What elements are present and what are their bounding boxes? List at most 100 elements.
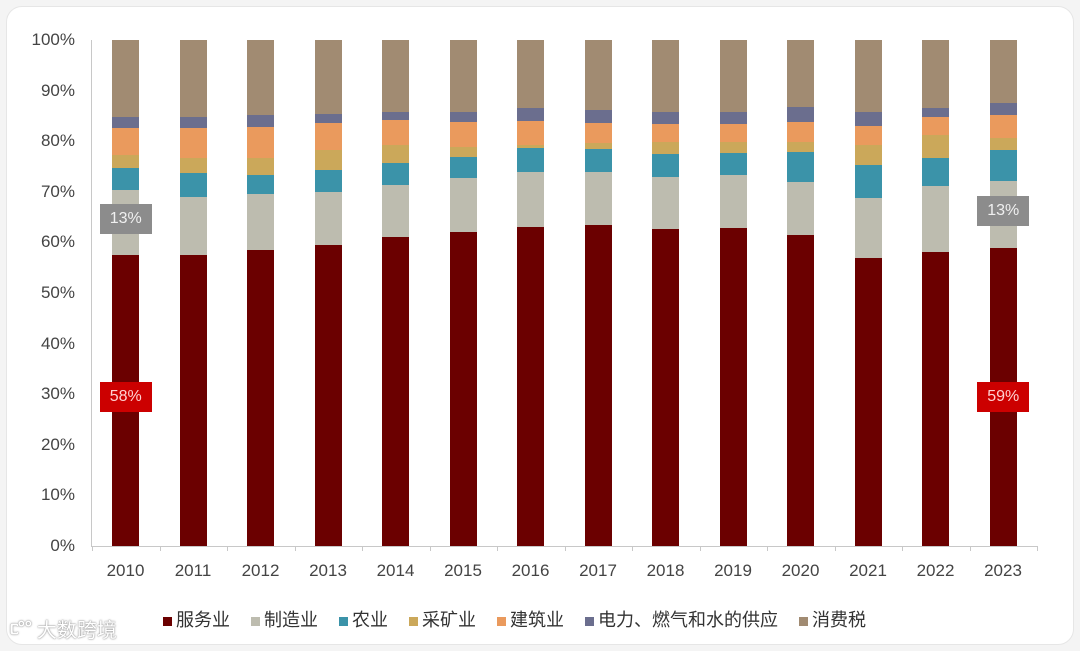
x-tick-label: 2015 <box>444 561 482 580</box>
bar-segment <box>989 114 1017 139</box>
bar-segment <box>314 191 342 245</box>
bar-segment <box>652 228 680 546</box>
bar-segment <box>922 185 950 253</box>
bar-segment <box>989 102 1017 116</box>
bar-segment <box>787 39 815 107</box>
bar-segment <box>179 39 207 117</box>
bar-segment <box>314 39 342 114</box>
legend-item: 农业 <box>339 609 388 633</box>
bar-segment <box>517 226 545 546</box>
bar-segment <box>449 156 477 179</box>
legend-label: 建筑业 <box>510 610 564 631</box>
bar-segment <box>247 114 275 128</box>
x-tick-label: 2013 <box>309 561 347 580</box>
bar-segment <box>922 107 950 117</box>
bar-segment <box>449 111 477 122</box>
x-tick-mark <box>834 546 836 551</box>
bar-segment <box>584 39 612 110</box>
data-label: 58% <box>99 381 152 412</box>
x-tick-label: 2016 <box>511 561 550 580</box>
legend-swatch-icon <box>497 616 506 626</box>
bar-2018 <box>652 39 680 546</box>
bar-segment <box>112 167 140 190</box>
bar-segment <box>584 148 612 173</box>
y-tick-label: 90% <box>40 80 75 100</box>
bar-segment <box>314 113 342 123</box>
bar-2016 <box>517 39 545 546</box>
x-tick-mark <box>767 546 768 551</box>
x-tick-mark <box>969 546 971 551</box>
x-tick-mark <box>227 546 228 551</box>
x-tick-label: 2018 <box>646 561 685 580</box>
bar-segment <box>112 127 140 155</box>
y-tick-label: 60% <box>40 232 75 252</box>
legend-swatch-icon <box>409 616 418 626</box>
bar-segment <box>314 122 342 150</box>
bar-2017 <box>584 39 612 546</box>
bar-segment <box>247 126 275 158</box>
watermark-logo-icon: ᥴ°° <box>10 618 33 639</box>
data-label: 13% <box>99 204 152 235</box>
y-tick-label: 50% <box>40 283 75 302</box>
legend-swatch-icon <box>339 616 348 626</box>
y-tick-label: 40% <box>40 333 75 353</box>
bar-segment <box>112 154 140 169</box>
legend-swatch-icon <box>585 616 594 626</box>
legend-swatch-icon <box>799 616 808 626</box>
y-tick-label: 10% <box>40 485 75 505</box>
bar-segment <box>922 157 950 187</box>
legend-item: 制造业 <box>251 609 318 633</box>
bar-2021 <box>854 39 882 546</box>
bar-segment <box>179 116 207 129</box>
x-axis-line <box>91 546 1037 547</box>
x-tick-label: 2011 <box>174 561 212 580</box>
bar-segment <box>719 152 747 176</box>
x-tick-label: 2023 <box>984 561 1022 580</box>
bar-segment <box>787 141 815 152</box>
bar-segment <box>854 125 882 146</box>
bar-segment <box>517 39 545 108</box>
legend-label: 采矿业 <box>422 610 476 631</box>
bar-segment <box>719 141 747 153</box>
x-tick-mark <box>564 546 566 551</box>
x-tick-mark <box>1037 546 1038 551</box>
x-tick-mark <box>362 546 363 551</box>
bar-2013 <box>314 39 342 546</box>
x-tick-label: 2021 <box>849 561 887 580</box>
bar-segment <box>517 147 545 173</box>
bar-segment <box>314 169 342 192</box>
legend-item: 服务业 <box>163 609 230 633</box>
bar-2011 <box>179 39 207 546</box>
bar-segment <box>719 174 747 229</box>
bar-segment <box>382 39 410 112</box>
bar-segment <box>517 120 545 146</box>
bar-segment <box>179 172 207 197</box>
bar-segment <box>719 39 747 112</box>
bar-segment <box>652 153 680 178</box>
bar-segment <box>449 231 477 546</box>
bar-segment <box>449 39 477 112</box>
bar-segment <box>449 121 477 147</box>
x-tick-mark <box>159 546 161 551</box>
x-tick-label: 2020 <box>781 561 820 580</box>
bar-segment <box>382 111 410 120</box>
bar-segment <box>719 111 747 124</box>
data-label: 59% <box>977 381 1030 412</box>
bar-segment <box>922 116 950 136</box>
bar-segment <box>854 164 882 198</box>
bar-segment <box>382 119 410 146</box>
legend-label: 制造业 <box>264 610 318 631</box>
bar-segment <box>854 111 882 127</box>
bar-segment <box>854 197 882 259</box>
legend-label: 消费税 <box>812 610 866 631</box>
bar-segment <box>179 127 207 158</box>
bar-segment <box>382 184 410 237</box>
legend-item: 建筑业 <box>497 609 564 633</box>
bar-2019 <box>719 39 747 546</box>
x-tick-label: 2014 <box>376 561 415 580</box>
bar-segment <box>179 196 207 256</box>
legend-item: 采矿业 <box>409 609 476 633</box>
bar-segment <box>247 249 275 546</box>
bar-segment <box>584 122 612 144</box>
legend-label: 农业 <box>352 610 388 631</box>
